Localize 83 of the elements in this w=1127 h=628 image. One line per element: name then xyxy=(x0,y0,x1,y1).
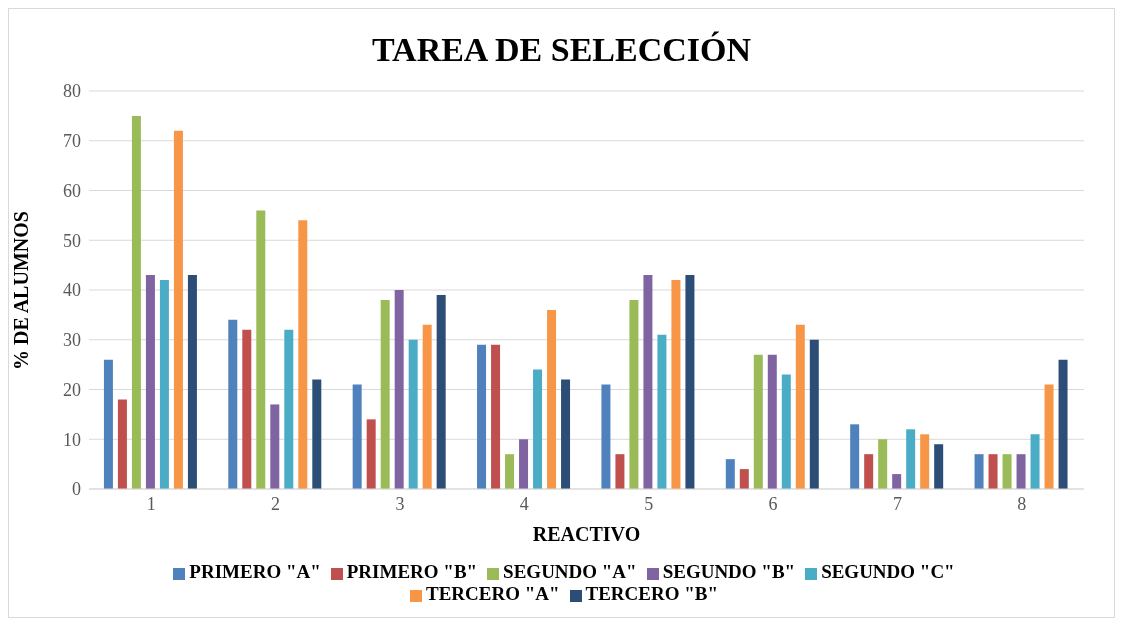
bar xyxy=(685,275,695,489)
x-tick-label: 5 xyxy=(644,493,654,514)
bar xyxy=(312,379,322,489)
bar xyxy=(974,454,984,489)
legend-label: TERCERO "A" xyxy=(425,583,560,604)
bar xyxy=(561,379,571,489)
bar xyxy=(505,454,515,489)
bar xyxy=(187,275,197,489)
chart-title: TAREA DE SELECCIÓN xyxy=(370,31,753,70)
bar xyxy=(366,419,376,489)
bar xyxy=(103,359,113,489)
bar xyxy=(1044,384,1054,489)
bar xyxy=(739,469,749,489)
bar xyxy=(380,299,390,489)
bar xyxy=(533,369,543,489)
bar xyxy=(284,329,294,489)
bar xyxy=(117,399,127,489)
bar xyxy=(795,324,805,489)
y-tick-label: 50 xyxy=(63,230,81,251)
bar xyxy=(394,290,404,489)
bar xyxy=(753,354,763,489)
y-tick-label: 20 xyxy=(63,379,81,400)
x-tick-label: 4 xyxy=(519,493,529,514)
bar xyxy=(781,374,791,489)
bar xyxy=(850,424,860,489)
bar xyxy=(671,280,681,489)
bar xyxy=(1002,454,1012,489)
bar xyxy=(725,459,735,489)
bar xyxy=(601,384,611,489)
bar xyxy=(629,299,639,489)
y-tick-label: 10 xyxy=(63,429,81,450)
x-tick-label: 7 xyxy=(892,493,902,514)
bar xyxy=(228,319,238,489)
bar xyxy=(408,339,418,489)
x-tick-label: 2 xyxy=(271,493,281,514)
y-tick-label: 30 xyxy=(63,330,81,351)
legend-label: SEGUNDO "B" xyxy=(662,561,796,582)
bar xyxy=(892,474,902,489)
legend-label: SEGUNDO "A" xyxy=(503,561,637,582)
bar xyxy=(131,115,141,489)
bar xyxy=(422,324,432,489)
bar xyxy=(436,294,446,489)
bar xyxy=(256,210,266,489)
bar xyxy=(159,280,169,489)
bar xyxy=(547,309,557,489)
bar xyxy=(615,454,625,489)
bar xyxy=(767,354,777,489)
bar xyxy=(934,444,944,489)
bar xyxy=(643,275,653,489)
x-tick-label: 3 xyxy=(395,493,405,514)
bar xyxy=(906,429,916,489)
y-tick-label: 0 xyxy=(72,479,81,500)
bar xyxy=(519,439,529,489)
bar xyxy=(864,454,874,489)
y-tick-label: 60 xyxy=(63,180,81,201)
x-tick-label: 8 xyxy=(1017,493,1027,514)
x-tick-label: 1 xyxy=(146,493,156,514)
bar xyxy=(477,344,487,489)
legend-label: PRIMERO "A" xyxy=(189,561,321,582)
legend-label: SEGUNDO "C" xyxy=(821,561,955,582)
bar xyxy=(988,454,998,489)
x-axis-title: REACTIVO xyxy=(532,523,641,545)
bar xyxy=(1016,454,1026,489)
y-axis-title: % DE ALUMNOS xyxy=(10,211,33,370)
bar xyxy=(878,439,888,489)
bar xyxy=(809,339,819,489)
bar xyxy=(491,344,501,489)
bar xyxy=(298,220,308,489)
bar xyxy=(173,130,183,489)
bar xyxy=(657,334,667,489)
bar xyxy=(920,434,930,489)
bar xyxy=(1030,434,1040,489)
y-tick-label: 80 xyxy=(63,81,81,102)
y-tick-label: 70 xyxy=(63,131,81,152)
bar xyxy=(352,384,362,489)
bar xyxy=(270,404,280,489)
legend-label: PRIMERO "B" xyxy=(346,561,478,582)
bar xyxy=(1058,359,1068,489)
bar xyxy=(145,275,155,489)
legend-label: TERCERO "B" xyxy=(585,583,718,604)
y-tick-label: 40 xyxy=(63,280,81,301)
bar xyxy=(242,329,252,489)
x-tick-label: 6 xyxy=(768,493,778,514)
